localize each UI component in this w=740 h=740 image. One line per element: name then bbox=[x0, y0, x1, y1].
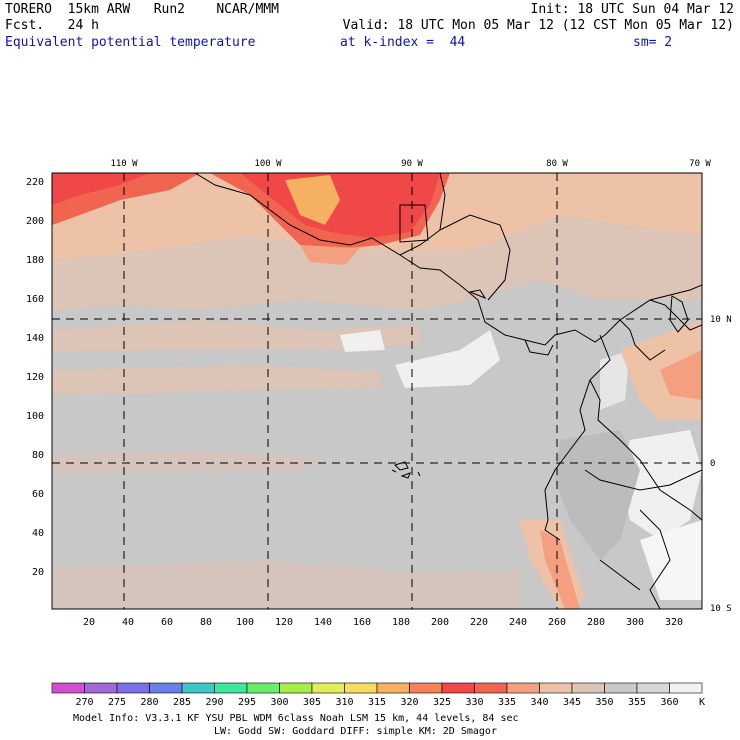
x-tick: 140 bbox=[314, 617, 332, 628]
colorbar-swatch bbox=[506, 682, 540, 694]
x-tick: 280 bbox=[587, 617, 605, 628]
lon-label-100w: 100 W bbox=[254, 159, 282, 169]
colorbar-label: 285 bbox=[173, 697, 191, 708]
colorbar-label: 330 bbox=[465, 697, 483, 708]
colorbar-label: 275 bbox=[108, 697, 126, 708]
colorbar-label: 280 bbox=[140, 697, 158, 708]
colorbar-label: 300 bbox=[270, 697, 288, 708]
lat-labels: 10 N 0 10 S bbox=[710, 315, 732, 614]
colorbar-label: 315 bbox=[368, 697, 386, 708]
colorbar-swatch bbox=[181, 682, 215, 694]
theta-e-field bbox=[52, 173, 702, 609]
colorbar-label: 320 bbox=[400, 697, 418, 708]
colorbar-label: 270 bbox=[75, 697, 93, 708]
x-tick: 240 bbox=[509, 617, 527, 628]
colorbar-label: 360 bbox=[660, 697, 678, 708]
bottom-axis: 20 40 60 80 100 120 140 160 180 200 220 … bbox=[83, 617, 683, 628]
lat-label-10s: 10 S bbox=[710, 604, 732, 614]
colorbar-swatch bbox=[669, 682, 703, 694]
colorbar-swatch bbox=[149, 682, 183, 694]
y-tick: 160 bbox=[26, 294, 44, 305]
colorbar-label: 290 bbox=[205, 697, 223, 708]
colorbar-swatch bbox=[604, 682, 638, 694]
colorbar-label: 350 bbox=[595, 697, 613, 708]
x-tick: 60 bbox=[161, 617, 173, 628]
y-tick: 60 bbox=[32, 489, 44, 500]
lon-label-70w: 70 W bbox=[689, 159, 711, 169]
colorbar-label: 340 bbox=[530, 697, 548, 708]
lon-label-110w: 110 W bbox=[110, 159, 138, 169]
colorbar-swatch bbox=[571, 682, 605, 694]
x-tick: 80 bbox=[200, 617, 212, 628]
x-tick: 320 bbox=[665, 617, 683, 628]
map-frame bbox=[51, 172, 703, 610]
colorbar-swatch bbox=[116, 682, 150, 694]
x-tick: 180 bbox=[392, 617, 410, 628]
colorbar-unit: K bbox=[699, 697, 705, 708]
y-tick: 120 bbox=[26, 372, 44, 383]
colorbar-swatch bbox=[376, 682, 410, 694]
x-tick: 40 bbox=[122, 617, 134, 628]
y-tick: 40 bbox=[32, 528, 44, 539]
colorbar-swatch bbox=[84, 682, 118, 694]
field-title: Equivalent potential temperature bbox=[5, 35, 256, 50]
colorbar-swatch bbox=[51, 682, 85, 694]
lon-labels: 110 W 100 W 90 W 80 W 70 W bbox=[110, 159, 711, 169]
lat-label-10n: 10 N bbox=[710, 315, 732, 325]
colorbar-label: 295 bbox=[238, 697, 256, 708]
colorbar-label: 325 bbox=[433, 697, 451, 708]
colorbar-swatch bbox=[409, 682, 443, 694]
x-tick: 260 bbox=[548, 617, 566, 628]
forecast-hour: Fcst. 24 h bbox=[5, 18, 99, 33]
left-axis: 220 200 180 160 140 120 100 80 60 40 20 bbox=[26, 177, 44, 578]
y-tick: 100 bbox=[26, 411, 44, 422]
y-tick: 200 bbox=[26, 216, 44, 227]
lon-label-80w: 80 W bbox=[546, 159, 568, 169]
colorbar-swatch bbox=[279, 682, 313, 694]
x-tick: 200 bbox=[431, 617, 449, 628]
colorbar-label: 335 bbox=[498, 697, 516, 708]
colorbar-swatch bbox=[214, 682, 248, 694]
x-tick: 100 bbox=[236, 617, 254, 628]
model-info-line1: Model Info: V3.3.1 KF YSU PBL WDM 6class… bbox=[73, 713, 519, 724]
init-time: Init: 18 UTC Sun 04 Mar 12 bbox=[530, 2, 735, 17]
y-tick: 80 bbox=[32, 450, 44, 461]
valid-time: Valid: 18 UTC Mon 05 Mar 12 (12 CST Mon … bbox=[342, 18, 734, 33]
x-tick: 120 bbox=[275, 617, 293, 628]
level-label: at k-index = 44 bbox=[340, 35, 466, 50]
colorbar bbox=[51, 682, 703, 694]
colorbar-swatch bbox=[441, 682, 475, 694]
model-info-line2: LW: Godd SW: Goddard DIFF: simple KM: 2D… bbox=[214, 726, 497, 737]
colorbar-label: 345 bbox=[563, 697, 581, 708]
smoothing-label: sm= 2 bbox=[633, 35, 673, 50]
x-tick: 20 bbox=[83, 617, 95, 628]
x-tick: 220 bbox=[470, 617, 488, 628]
coastlines bbox=[194, 173, 702, 609]
colorbar-swatch bbox=[636, 682, 670, 694]
colorbar-label: 305 bbox=[303, 697, 321, 708]
x-tick: 160 bbox=[353, 617, 371, 628]
lat-label-0: 0 bbox=[710, 459, 715, 469]
colorbar-swatch bbox=[311, 682, 345, 694]
y-tick: 220 bbox=[26, 177, 44, 188]
x-tick: 300 bbox=[626, 617, 644, 628]
colorbar-swatch bbox=[246, 682, 280, 694]
lon-label-90w: 90 W bbox=[401, 159, 423, 169]
y-tick: 140 bbox=[26, 333, 44, 344]
colorbar-label: 355 bbox=[628, 697, 646, 708]
latlon-grid bbox=[52, 173, 702, 609]
colorbar-swatch bbox=[474, 682, 508, 694]
y-tick: 20 bbox=[32, 567, 44, 578]
colorbar-swatch bbox=[344, 682, 378, 694]
y-tick: 180 bbox=[26, 255, 44, 266]
colorbar-labels: 270 275 280 285 290 295 300 305 310 315 320 325 330 3… bbox=[75, 697, 678, 708]
colorbar-swatch bbox=[539, 682, 573, 694]
colorbar-label: 310 bbox=[335, 697, 353, 708]
model-run-title: TORERO 15km ARW Run2 NCAR/MMM bbox=[5, 2, 279, 17]
